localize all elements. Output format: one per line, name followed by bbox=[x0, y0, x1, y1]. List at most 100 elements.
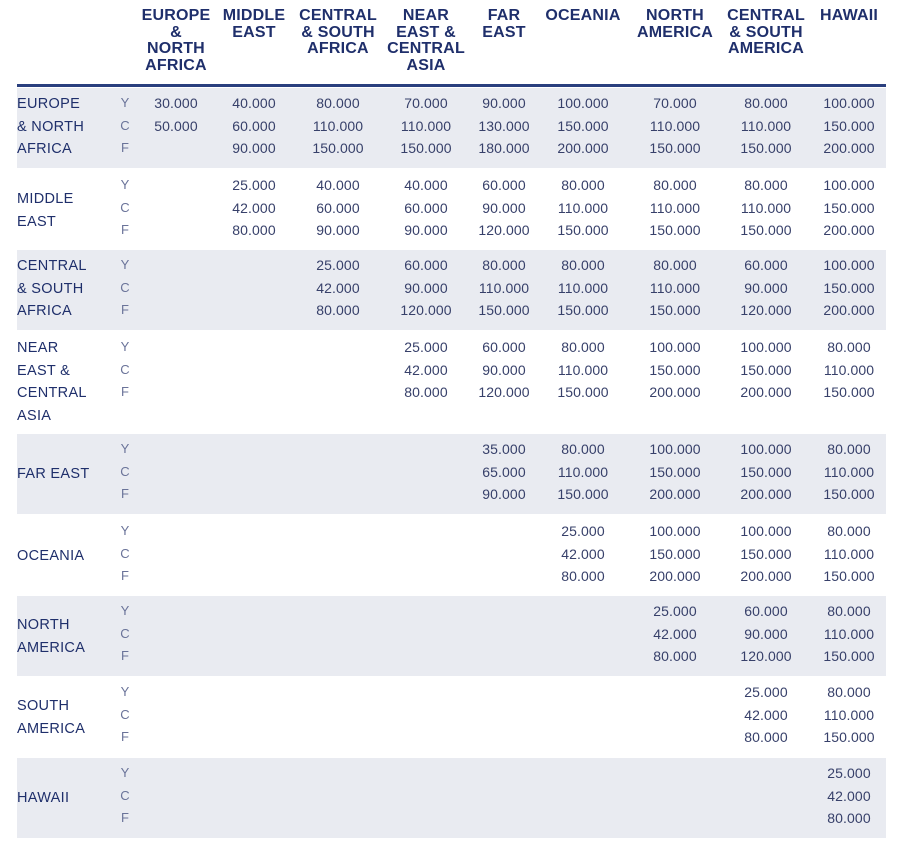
origin-region-label-line: AFRICA bbox=[17, 141, 72, 157]
miles-value: 200.000 bbox=[740, 384, 792, 400]
miles-value: 90.000 bbox=[232, 140, 276, 156]
column-header-line: CENTRAL bbox=[299, 7, 377, 24]
miles-value: 110.000 bbox=[740, 117, 792, 134]
miles-value: 80.000 bbox=[316, 302, 360, 318]
miles-value: 130.000 bbox=[478, 117, 530, 134]
cabin-class-code: F bbox=[121, 648, 129, 663]
miles-value: 60.000 bbox=[232, 117, 276, 134]
origin-region-label-line: EUROPE bbox=[17, 96, 81, 112]
origin-region-label: HAWAII bbox=[17, 787, 69, 810]
miles-value: 60.000 bbox=[482, 177, 526, 193]
miles-value: 110.000 bbox=[649, 199, 701, 216]
miles-value: 150.000 bbox=[823, 568, 875, 584]
miles-value: 80.000 bbox=[744, 177, 788, 193]
cabin-class-code: F bbox=[121, 810, 129, 825]
miles-value: 25.000 bbox=[404, 339, 448, 355]
miles-value: 200.000 bbox=[649, 568, 701, 584]
miles-value: 80.000 bbox=[653, 257, 697, 273]
miles-value: 200.000 bbox=[823, 302, 875, 318]
miles-value: 150.000 bbox=[312, 140, 364, 156]
cabin-class-code: F bbox=[121, 302, 129, 317]
origin-region-label-line: NORTH bbox=[17, 617, 70, 633]
miles-value: 42.000 bbox=[653, 625, 697, 642]
column-header: MIDDLE EAST bbox=[204, 7, 304, 41]
miles-value: 90.000 bbox=[744, 625, 788, 642]
origin-region-label-line: HAWAII bbox=[17, 790, 70, 807]
cabin-class-code: Y bbox=[120, 765, 130, 780]
origin-region-label-line: EAST bbox=[17, 213, 57, 230]
miles-value: 80.000 bbox=[653, 648, 697, 664]
origin-region-label-line: & SOUTH bbox=[17, 280, 84, 297]
miles-value: 120.000 bbox=[478, 384, 530, 400]
miles-value: 25.000 bbox=[316, 257, 360, 273]
miles-value: 80.000 bbox=[827, 523, 871, 539]
cabin-class-code: C bbox=[120, 199, 130, 215]
miles-value: 150.000 bbox=[649, 302, 701, 318]
miles-value: 150.000 bbox=[823, 729, 875, 745]
miles-value: 80.000 bbox=[316, 95, 360, 111]
column-header-line: AFRICA bbox=[145, 56, 207, 74]
cabin-class-code: F bbox=[121, 222, 129, 237]
miles-value: 90.000 bbox=[404, 279, 448, 296]
column-header-line: CENTRAL bbox=[727, 7, 805, 24]
miles-value: 150.000 bbox=[400, 140, 452, 156]
miles-value: 80.000 bbox=[561, 568, 605, 584]
miles-value: 90.000 bbox=[482, 361, 526, 378]
miles-value: 90.000 bbox=[404, 222, 448, 238]
miles-value: 100.000 bbox=[823, 95, 875, 111]
miles-value: 120.000 bbox=[478, 222, 530, 238]
miles-value: 150.000 bbox=[740, 463, 792, 480]
miles-value: 110.000 bbox=[557, 199, 609, 216]
miles-value: 100.000 bbox=[649, 339, 701, 355]
miles-value: 42.000 bbox=[316, 279, 360, 296]
cabin-class-code: F bbox=[121, 486, 129, 501]
miles-value: 200.000 bbox=[740, 486, 792, 502]
miles-value: 42.000 bbox=[827, 787, 871, 804]
miles-value: 80.000 bbox=[561, 441, 605, 457]
column-header-line: & bbox=[170, 23, 182, 41]
miles-value: 150.000 bbox=[649, 140, 701, 156]
miles-value: 90.000 bbox=[482, 199, 526, 216]
miles-value: 110.000 bbox=[557, 463, 609, 480]
miles-value: 150.000 bbox=[557, 486, 609, 502]
miles-value: 110.000 bbox=[823, 706, 875, 723]
miles-value: 80.000 bbox=[827, 603, 871, 619]
miles-value: 40.000 bbox=[232, 95, 276, 111]
miles-value: 42.000 bbox=[404, 361, 448, 378]
cabin-class-code: Y bbox=[120, 177, 130, 192]
miles-value: 40.000 bbox=[404, 177, 448, 193]
miles-value: 150.000 bbox=[649, 545, 701, 562]
origin-region-label: SOUTH AMERICA bbox=[17, 695, 85, 740]
cabin-class-code: C bbox=[120, 279, 130, 295]
miles-value: 25.000 bbox=[561, 523, 605, 539]
miles-value: 100.000 bbox=[823, 177, 875, 193]
miles-value: 110.000 bbox=[823, 361, 875, 378]
miles-value: 150.000 bbox=[823, 486, 875, 502]
miles-value: 42.000 bbox=[744, 706, 788, 723]
miles-value: 60.000 bbox=[482, 339, 526, 355]
miles-value: 120.000 bbox=[740, 302, 792, 318]
miles-value: 25.000 bbox=[744, 684, 788, 700]
miles-value: 150.000 bbox=[649, 361, 701, 378]
origin-region-label-line: EAST & bbox=[17, 362, 71, 379]
origin-region-label-line: & NORTH bbox=[17, 118, 85, 135]
origin-region-row bbox=[17, 596, 886, 676]
origin-region-label-line: ASIA bbox=[17, 407, 52, 424]
origin-region-row bbox=[17, 250, 886, 330]
miles-value: 42.000 bbox=[232, 199, 276, 216]
miles-value: 150.000 bbox=[649, 222, 701, 238]
cabin-class-code: Y bbox=[120, 684, 130, 699]
origin-region-row bbox=[17, 758, 886, 838]
column-header: NORTH AMERICA bbox=[625, 7, 725, 41]
miles-value: 100.000 bbox=[740, 523, 792, 539]
cabin-class-code: C bbox=[120, 361, 130, 377]
miles-value: 200.000 bbox=[823, 222, 875, 238]
cabin-class-code: Y bbox=[120, 95, 130, 110]
cabin-class-code: C bbox=[120, 463, 130, 479]
miles-value: 150.000 bbox=[823, 279, 875, 296]
cabin-class-code: C bbox=[120, 545, 130, 561]
miles-value: 110.000 bbox=[823, 625, 875, 642]
origin-region-row bbox=[17, 434, 886, 514]
miles-value: 80.000 bbox=[482, 257, 526, 273]
origin-region-label-line: SOUTH bbox=[17, 698, 70, 714]
